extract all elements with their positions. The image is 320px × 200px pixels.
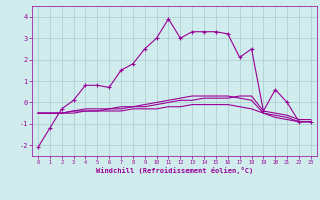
- X-axis label: Windchill (Refroidissement éolien,°C): Windchill (Refroidissement éolien,°C): [96, 167, 253, 174]
